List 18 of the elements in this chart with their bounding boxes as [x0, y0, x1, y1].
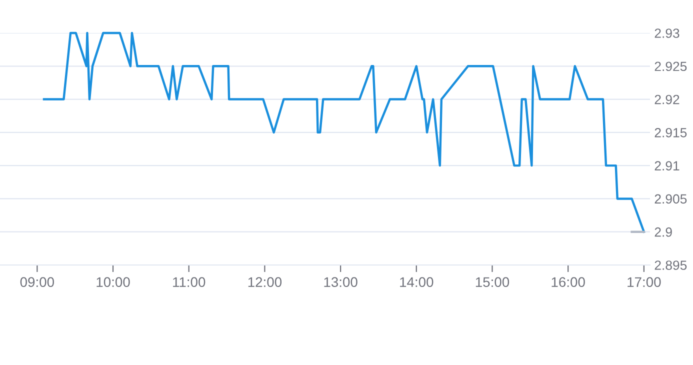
y-tick-label: 2.895 [654, 260, 687, 270]
x-tick-label: 12:00 [248, 277, 282, 288]
x-tick-label: 11:00 [173, 277, 206, 288]
x-tick-label: 14:00 [400, 277, 434, 288]
y-tick-label: 2.91 [654, 161, 680, 170]
y-tick-label: 2.905 [654, 194, 687, 204]
line-series [42, 32, 646, 233]
x-tick-label: 16:00 [552, 277, 585, 288]
y-tick-label: 2.915 [654, 128, 687, 138]
y-tick-label: 2.93 [654, 28, 680, 38]
x-tick-label: 09:00 [20, 277, 54, 288]
y-tick-label: 2.9 [654, 227, 672, 237]
x-tick-label: 10:00 [96, 277, 130, 288]
y-tick-label: 2.92 [654, 94, 680, 104]
x-tick-label: 15:00 [476, 277, 510, 288]
x-tick-label: 13:00 [324, 277, 358, 288]
y-tick-label: 2.925 [654, 62, 687, 72]
x-tick-label: 17:00 [628, 277, 661, 288]
